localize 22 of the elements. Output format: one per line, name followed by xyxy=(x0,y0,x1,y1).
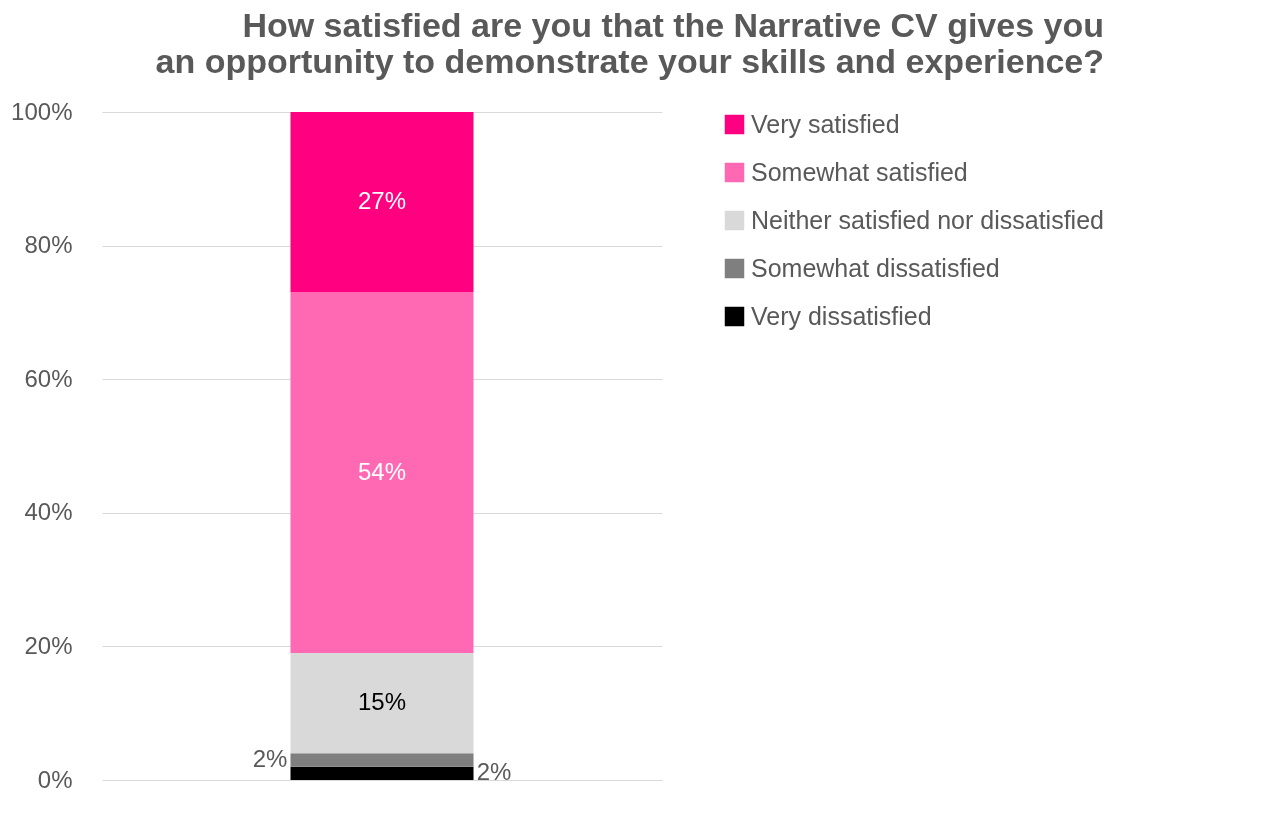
data-label: 15% xyxy=(357,688,407,716)
y-tick-label: 40% xyxy=(24,498,73,526)
data-label: 27% xyxy=(357,187,407,215)
text: How satisfied are you that the Narrative CV gives you xyxy=(242,6,1104,44)
legend-label: Somewhat dissatisfied xyxy=(751,253,1000,282)
data-label: 2% xyxy=(476,758,512,786)
bar xyxy=(290,292,474,654)
bar xyxy=(290,753,474,767)
data-label: 54% xyxy=(357,457,407,485)
legend-label: Very dissatisfied xyxy=(751,301,932,330)
legend-label: Very satisfied xyxy=(751,109,900,138)
bar xyxy=(290,653,474,754)
legend-label: Neither satisfied nor dissatisfied xyxy=(751,205,1104,234)
data-label: 2% xyxy=(252,744,288,772)
y-tick-label: 100% xyxy=(11,97,73,125)
legend-label: Somewhat satisfied xyxy=(751,157,968,186)
y-tick-label: 80% xyxy=(24,231,73,259)
y-tick-label: 20% xyxy=(24,631,73,659)
y-tick-label: 0% xyxy=(37,765,73,793)
y-tick-label: 60% xyxy=(24,364,73,392)
bar xyxy=(290,766,474,780)
bar xyxy=(290,112,474,293)
